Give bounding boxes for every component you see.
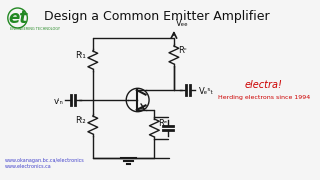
Text: Rᵉ: Rᵉ — [158, 119, 168, 128]
Text: electra!: electra! — [245, 80, 283, 90]
Text: vᴵₙ: vᴵₙ — [54, 96, 64, 105]
Text: Rᴵ₁: Rᴵ₁ — [75, 51, 86, 60]
Text: et: et — [8, 9, 27, 27]
Text: www.okanagan.bc.ca/electronics: www.okanagan.bc.ca/electronics — [5, 158, 84, 163]
Text: Rᴵ₂: Rᴵ₂ — [75, 116, 86, 125]
Text: Vₑₑ: Vₑₑ — [176, 19, 188, 28]
Text: Vₑ⁵ₜ: Vₑ⁵ₜ — [199, 87, 214, 96]
Text: Herding electrons since 1994: Herding electrons since 1994 — [218, 94, 310, 100]
Text: Rᶜ: Rᶜ — [178, 46, 187, 55]
Text: www.electronics.ca: www.electronics.ca — [5, 164, 52, 169]
Text: ENGINEERING TECHNOLOGY: ENGINEERING TECHNOLOGY — [10, 27, 60, 31]
Text: Design a Common Emitter Amplifier: Design a Common Emitter Amplifier — [44, 10, 269, 23]
